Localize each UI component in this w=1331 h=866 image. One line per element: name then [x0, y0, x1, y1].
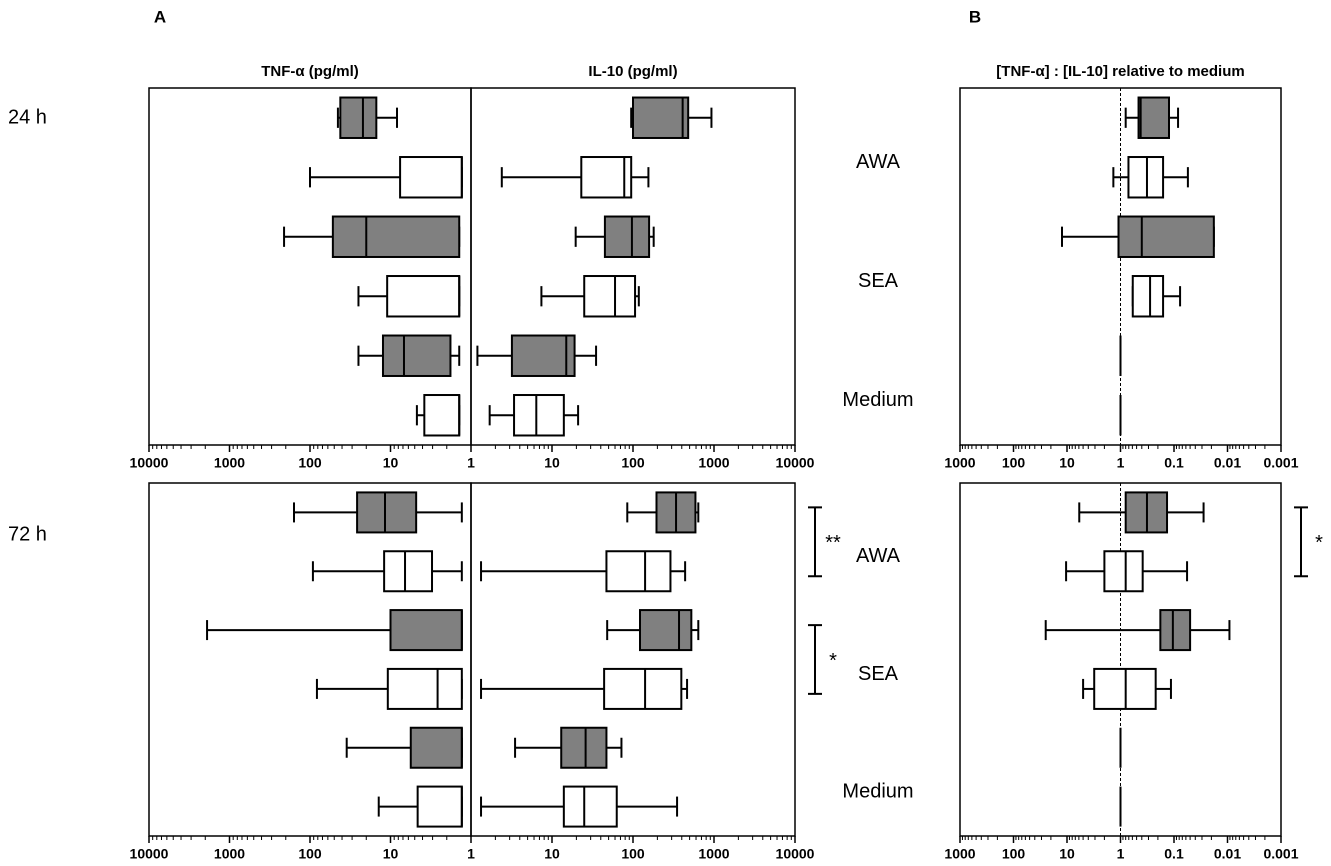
box — [1131, 275, 1165, 318]
x-tick-label: 10 — [383, 455, 399, 471]
box — [1117, 215, 1215, 258]
x-tick-label: 0.1 — [1164, 455, 1184, 471]
box — [356, 491, 418, 534]
x-tick-label: 0.001 — [1263, 455, 1298, 471]
box — [389, 609, 463, 652]
box — [580, 156, 633, 199]
minor-ticks — [494, 836, 792, 840]
group-label: Medium — [842, 780, 913, 802]
significance-bracket — [1294, 506, 1308, 578]
box — [603, 667, 683, 710]
plot-frame — [470, 482, 796, 837]
x-tick-label: 10000 — [130, 846, 169, 862]
x-tick-label: 1 — [467, 455, 475, 471]
x-tick-label: 100 — [1002, 455, 1026, 471]
x-tick-label: 100 — [621, 455, 645, 471]
x-tick-label: 1000 — [698, 846, 729, 862]
x-tick-label: 10000 — [776, 846, 815, 862]
box — [381, 334, 452, 377]
panel-label: B — [969, 7, 981, 26]
box — [409, 726, 463, 769]
group-label: AWA — [856, 151, 901, 173]
box — [605, 550, 672, 593]
x-tick-label: 0.01 — [1214, 846, 1241, 862]
panel-label: A — [154, 7, 166, 26]
chart-title: IL-10 (pg/ml) — [588, 63, 677, 80]
minor-ticks — [961, 445, 1266, 449]
box — [331, 215, 461, 258]
x-tick-label: 10 — [1059, 846, 1075, 862]
row-label: 72 h — [8, 523, 47, 545]
box — [603, 215, 651, 258]
plot-frame — [148, 87, 472, 446]
minor-ticks — [961, 836, 1266, 840]
plot-frame — [959, 87, 1282, 446]
box — [1103, 550, 1144, 593]
significance-label: * — [829, 650, 837, 672]
box — [386, 667, 463, 710]
box — [560, 726, 608, 769]
plot-frame — [148, 482, 472, 837]
x-tick-label: 1000 — [944, 455, 975, 471]
x-tick-label: 1 — [1117, 846, 1125, 862]
x-tick-label: 100 — [621, 846, 645, 862]
x-tick-label: 100 — [1002, 846, 1026, 862]
group-label: SEA — [858, 270, 899, 292]
chart-title: TNF-α (pg/ml) — [261, 63, 359, 80]
x-tick-label: 1 — [1117, 455, 1125, 471]
x-tick-label: 10 — [383, 846, 399, 862]
box — [399, 156, 463, 199]
box — [1159, 609, 1192, 652]
significance-bracket — [808, 506, 822, 578]
x-tick-label: 1000 — [944, 846, 975, 862]
x-tick-label: 0.1 — [1164, 846, 1184, 862]
box — [632, 96, 690, 139]
box — [513, 394, 565, 437]
x-tick-label: 0.001 — [1263, 846, 1298, 862]
x-tick-label: 0.01 — [1214, 455, 1241, 471]
box — [339, 96, 378, 139]
box — [423, 394, 461, 437]
group-label: Medium — [842, 389, 913, 411]
x-tick-label: 100 — [298, 455, 322, 471]
x-tick-label: 10 — [544, 846, 560, 862]
box — [638, 609, 693, 652]
row-label: 24 h — [8, 106, 47, 128]
box — [583, 275, 637, 318]
x-tick-label: 1000 — [214, 846, 245, 862]
box — [416, 785, 463, 828]
box — [383, 550, 434, 593]
x-tick-label: 1 — [467, 846, 475, 862]
significance-label: ** — [825, 532, 841, 554]
box — [562, 785, 618, 828]
x-tick-label: 1000 — [698, 455, 729, 471]
x-tick-label: 10 — [544, 455, 560, 471]
chart-title: [TNF-α] : [IL-10] relative to medium — [996, 63, 1244, 80]
x-tick-label: 10000 — [776, 455, 815, 471]
x-tick-label: 10000 — [130, 455, 169, 471]
significance-label: * — [1315, 532, 1323, 554]
minor-ticks — [152, 445, 448, 449]
significance-bracket — [808, 624, 822, 695]
group-label: AWA — [856, 545, 901, 567]
x-tick-label: 10 — [1059, 455, 1075, 471]
minor-ticks — [494, 445, 792, 449]
minor-ticks — [152, 836, 448, 840]
box — [510, 334, 576, 377]
x-tick-label: 1000 — [214, 455, 245, 471]
box — [1137, 96, 1171, 139]
box — [1127, 156, 1165, 199]
x-tick-label: 100 — [298, 846, 322, 862]
plot-frame — [470, 87, 796, 446]
group-label: SEA — [858, 663, 899, 685]
box — [386, 275, 461, 318]
